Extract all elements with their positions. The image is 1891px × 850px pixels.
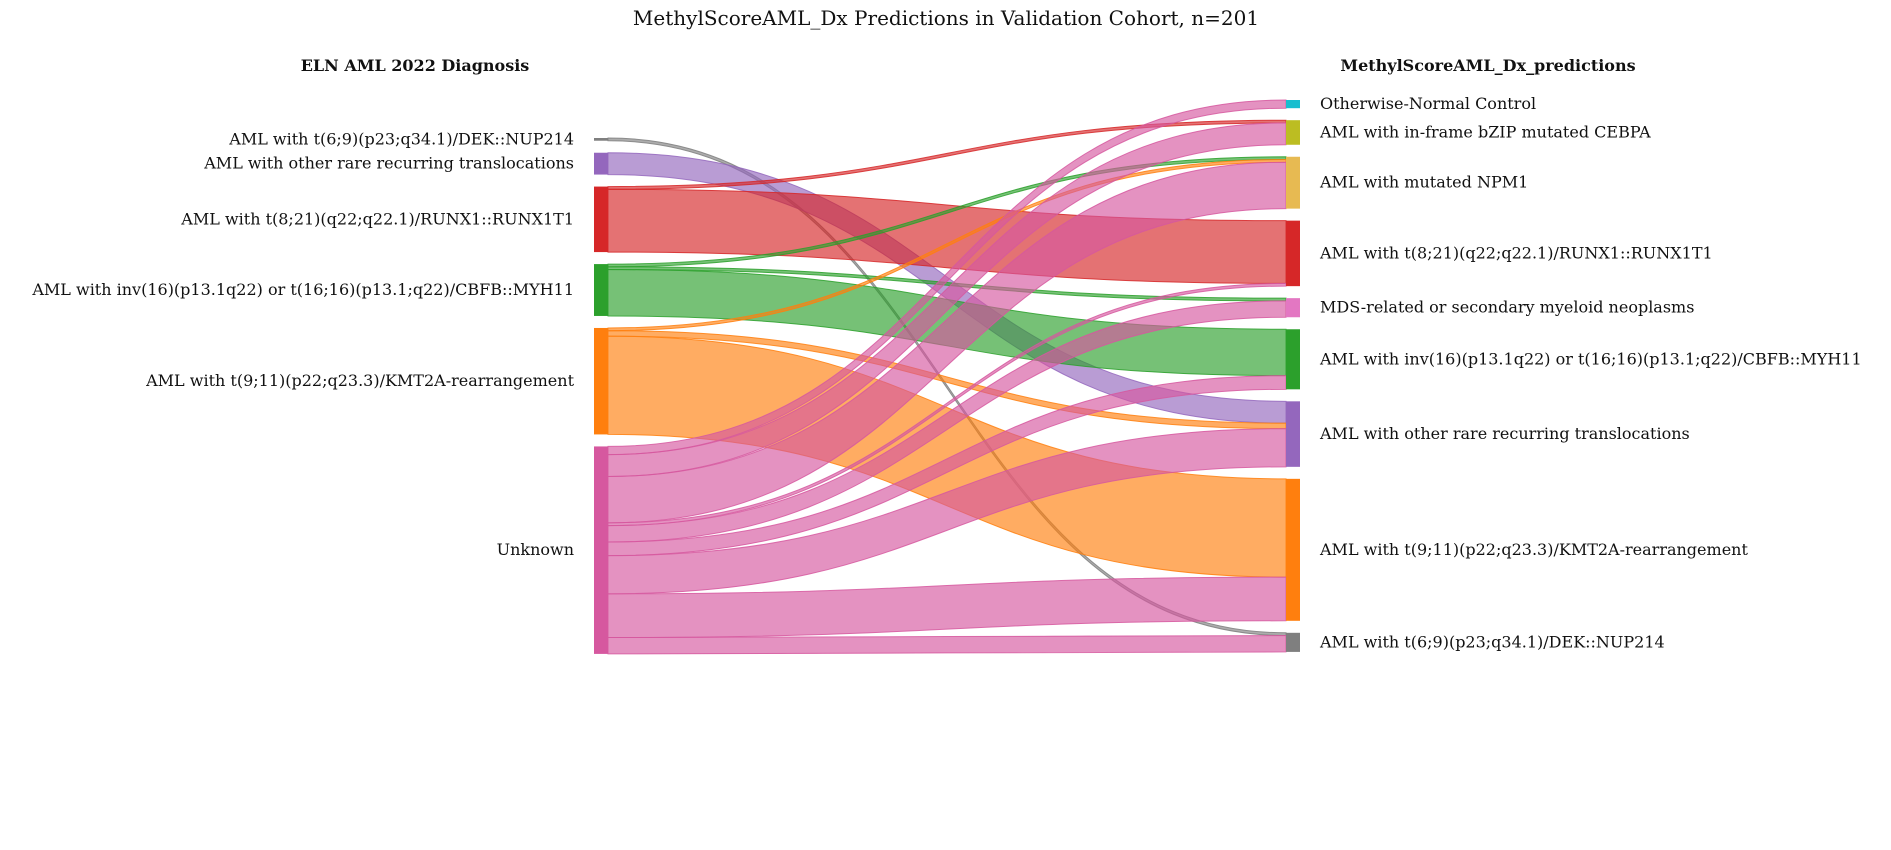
right-node-label: AML with other rare recurring translocat…: [1319, 424, 1690, 443]
right-node-label: Otherwise-Normal Control: [1320, 94, 1536, 113]
right-node-label: MDS-related or secondary myeloid neoplas…: [1320, 298, 1694, 317]
links-layer: [607, 99, 1287, 655]
flow-link: [607, 635, 1287, 655]
labels-layer: AML with t(6;9)(p23;q34.1)/DEK::NUP214AM…: [31, 94, 1861, 651]
left-node-label: AML with other rare recurring translocat…: [203, 154, 574, 173]
right-node-label: AML with inv(16)(p13.1q22) or t(16;16)(p…: [1319, 349, 1862, 368]
right-node-label: AML with t(9;11)(p22;q23.3)/KMT2A-rearra…: [1319, 540, 1748, 559]
left-column-title: ELN AML 2022 Diagnosis: [301, 56, 530, 75]
left-node-bar: [594, 446, 608, 654]
right-node-bar: [1286, 100, 1300, 109]
left-node-bar: [594, 327, 608, 435]
right-column-title: MethylScoreAML_Dx_predictions: [1340, 56, 1635, 75]
right-node-bar: [1286, 120, 1300, 145]
left-node-label: AML with t(8;21)(q22;q22.1)/RUNX1::RUNX1…: [180, 209, 574, 228]
left-node-bar: [594, 186, 608, 253]
nodes-layer: [594, 100, 1300, 654]
right-node-label: AML with in-frame bZIP mutated CEBPA: [1319, 122, 1651, 141]
right-node-bar: [1286, 329, 1300, 390]
flow-link: [607, 161, 1287, 524]
left-node-label: Unknown: [497, 540, 574, 559]
right-node-label: AML with t(8;21)(q22;q22.1)/RUNX1::RUNX1…: [1319, 243, 1713, 262]
left-node-label: AML with t(9;11)(p22;q23.3)/KMT2A-rearra…: [145, 371, 574, 390]
right-node-bar: [1286, 478, 1300, 621]
left-node-bar: [594, 264, 608, 316]
left-node-label: AML with inv(16)(p13.1q22) or t(16;16)(p…: [31, 280, 574, 299]
right-node-bar: [1286, 298, 1300, 318]
left-node-bar: [594, 152, 608, 175]
chart-title: MethylScoreAML_Dx Predictions in Validat…: [633, 6, 1259, 30]
left-node-label: AML with t(6;9)(p23;q34.1)/DEK::NUP214: [228, 129, 574, 148]
right-node-bar: [1286, 632, 1300, 652]
right-node-bar: [1286, 401, 1300, 467]
right-node-bar: [1286, 220, 1300, 287]
left-node-bar: [594, 138, 608, 141]
right-node-label: AML with t(6;9)(p23;q34.1)/DEK::NUP214: [1319, 632, 1665, 651]
right-node-label: AML with mutated NPM1: [1319, 173, 1528, 192]
right-node-bar: [1286, 156, 1300, 209]
